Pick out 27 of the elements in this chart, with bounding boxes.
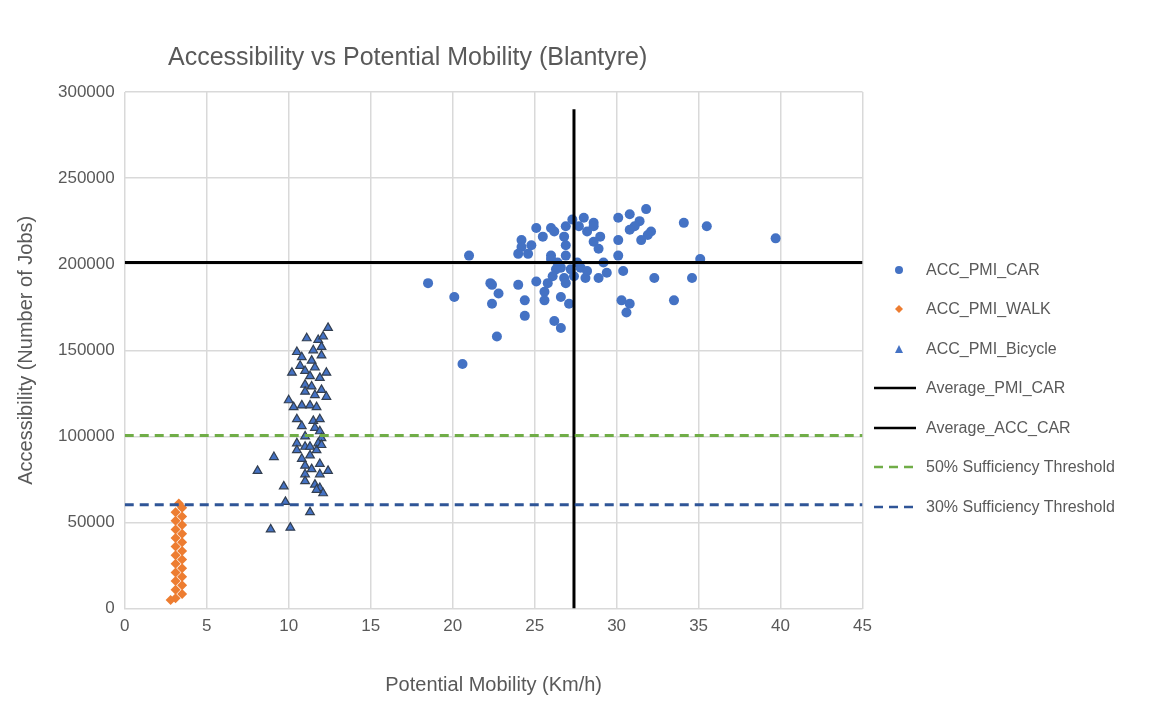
x-tick-label: 30	[607, 616, 627, 636]
y-tick-label: 300000	[57, 81, 115, 101]
x-tick-label: 45	[853, 616, 873, 636]
legend-label: Average_ACC_CAR	[926, 418, 1071, 437]
legend-label: ACC_PMI_CAR	[926, 260, 1040, 279]
x-tick-label: 5	[201, 616, 212, 636]
legend-label: 30% Sufficiency Threshold	[926, 497, 1115, 516]
y-tick-label: 50000	[67, 512, 115, 532]
legend-label: Average_PMI_CAR	[926, 379, 1066, 398]
y-axis-title: Accessibility (Number of Jobs)	[13, 215, 36, 485]
y-tick-label: 250000	[57, 167, 115, 187]
legend-label: 50% Sufficiency Threshold	[926, 458, 1115, 477]
y-tick-label: 100000	[57, 426, 115, 446]
y-tick-label: 0	[105, 598, 115, 618]
x-tick-label: 40	[771, 616, 791, 636]
y-tick-label: 150000	[57, 339, 115, 359]
x-tick-label: 15	[361, 616, 381, 636]
x-tick-label: 25	[525, 616, 545, 636]
y-tick-label: 200000	[57, 253, 115, 273]
x-tick-label: 10	[279, 616, 299, 636]
x-tick-label: 0	[119, 616, 130, 636]
legend-label: ACC_PMI_WALK	[926, 300, 1051, 319]
legend-label: ACC_PMI_Bicycle	[926, 339, 1057, 358]
chart-title: Accessibility vs Potential Mobility (Blantyre)	[168, 42, 648, 71]
x-tick-label: 35	[689, 616, 709, 636]
x-axis-title: Potential Mobility (Km/h)	[385, 672, 603, 695]
x-tick-label: 20	[443, 616, 463, 636]
